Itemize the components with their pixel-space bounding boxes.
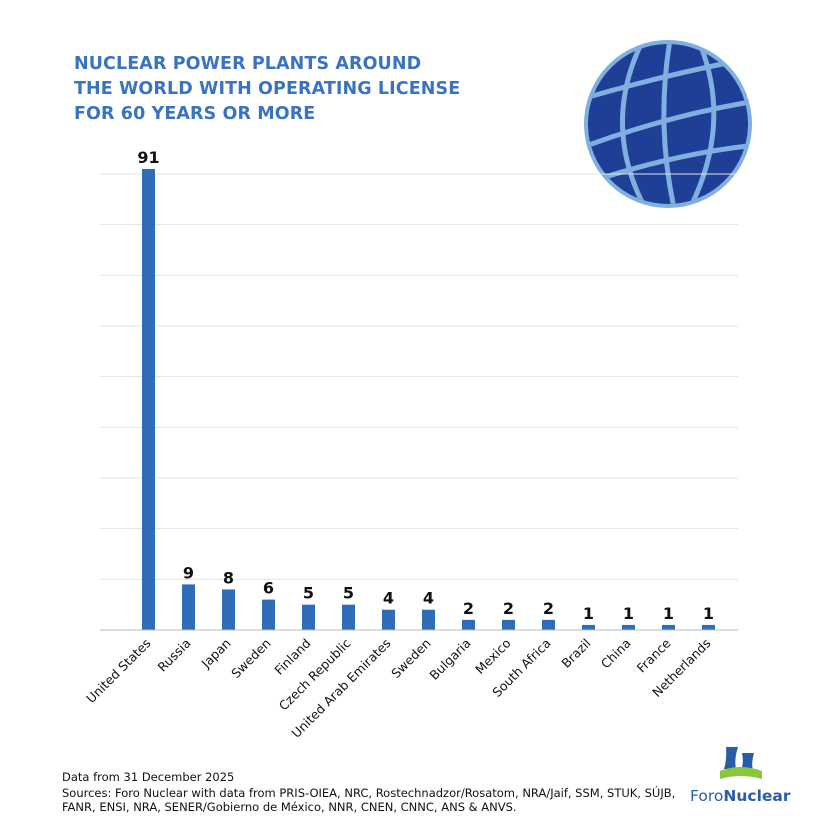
logo-text-nuclear: Nuclear [723, 787, 791, 805]
bar [662, 624, 675, 630]
cooling-tower-icon [720, 747, 762, 779]
data-label: 5 [343, 584, 354, 603]
category-label: Japan [198, 636, 234, 672]
bar [342, 604, 355, 630]
category-label: Russia [155, 636, 194, 675]
data-label: 2 [503, 599, 514, 618]
chart-title: NUCLEAR POWER PLANTS AROUND THE WORLD WI… [74, 52, 514, 127]
logo-text-foro: Foro [690, 787, 724, 805]
globe-icon [584, 40, 752, 208]
bars [142, 168, 715, 630]
data-label: 5 [303, 584, 314, 603]
data-label: 1 [583, 604, 594, 623]
data-label: 6 [263, 579, 274, 598]
data-label: 1 [703, 604, 714, 623]
category-label: Sweden [228, 636, 274, 682]
category-labels: United States Russia JapanSwedenFinlandCze… [83, 635, 713, 740]
title-line-3: FOR 60 YEARS OR MORE [74, 104, 316, 124]
category-label: Czech Republic [276, 635, 354, 713]
category-label: China [598, 636, 634, 672]
data-label: 1 [663, 604, 674, 623]
category-label: United States [83, 636, 153, 706]
bar [182, 584, 195, 630]
bar [582, 624, 595, 630]
bar [302, 604, 315, 630]
data-label: 4 [383, 589, 394, 608]
sources-note: Sources: Foro Nuclear with data from PRI… [62, 786, 676, 814]
category-label: Brazil [558, 636, 593, 671]
foronuclear-logo: ForoNuclear [690, 745, 800, 807]
bar [462, 619, 475, 630]
bar [502, 619, 515, 630]
data-date-note: Data from 31 December 2025 [62, 770, 235, 784]
data-label: 91 [137, 148, 159, 167]
data-label: 8 [223, 568, 234, 587]
bar [542, 619, 555, 630]
data-label: 2 [463, 599, 474, 618]
bar [142, 168, 155, 630]
gridlines [100, 173, 738, 580]
bar [702, 624, 715, 630]
bar [382, 609, 395, 630]
category-label: Sweden [388, 636, 434, 682]
data-labels: 91 9 8 6 5 5 4 4 2 2 2 1 1 1 1 [137, 148, 714, 623]
title-line-1: NUCLEAR POWER PLANTS AROUND [74, 54, 422, 74]
logo-text: ForoNuclear [690, 787, 791, 805]
data-label: 9 [183, 563, 194, 582]
data-label: 4 [423, 589, 434, 608]
title-line-2: THE WORLD WITH OPERATING LICENSE [74, 79, 461, 99]
category-label: Bulgaria [426, 636, 473, 683]
bar [422, 609, 435, 630]
data-label: 1 [623, 604, 634, 623]
bar [222, 589, 235, 630]
bar [622, 624, 635, 630]
data-label: 2 [543, 599, 554, 618]
bar [262, 599, 275, 630]
